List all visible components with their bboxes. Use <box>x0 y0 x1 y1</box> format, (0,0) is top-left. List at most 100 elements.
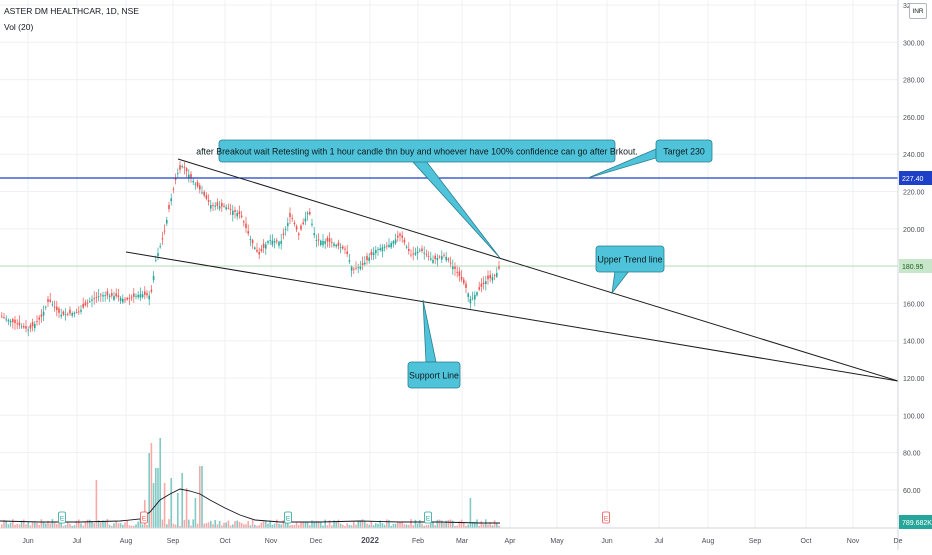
candle-body <box>359 266 362 269</box>
volume-bar <box>3 519 5 528</box>
volume-bar <box>304 522 307 528</box>
volume-bar <box>16 524 18 528</box>
volume-bar <box>430 521 432 528</box>
volume-bar <box>7 524 10 528</box>
volume-bar <box>23 519 25 528</box>
time-tick-label: Jul <box>655 538 664 545</box>
volume-bar <box>454 525 456 528</box>
volume-indicator-title[interactable]: Vol (20) <box>4 22 34 32</box>
candle-body <box>324 241 326 244</box>
candle-body <box>210 205 212 209</box>
candle-body <box>227 207 230 209</box>
volume-bar <box>188 519 190 528</box>
support-callout-tail[interactable] <box>422 299 437 363</box>
volume-bar <box>89 519 91 528</box>
volume-bar <box>181 473 183 528</box>
volume-bar <box>93 523 95 528</box>
volume-bar <box>100 522 102 528</box>
candle-body <box>62 311 65 315</box>
candle-body <box>293 222 296 224</box>
upper-trend-line[interactable] <box>177 158 899 382</box>
volume-bar <box>133 525 135 528</box>
breakout-callout-text[interactable]: after Breakout wait Retesting with 1 hou… <box>196 146 638 156</box>
volume-bar <box>399 522 401 528</box>
support-trend-line[interactable] <box>125 251 899 382</box>
volume-bar <box>212 524 214 528</box>
candle-body <box>414 252 417 255</box>
candle-body <box>482 282 485 284</box>
candle-body <box>298 233 300 235</box>
price-tick-label: 140.00 <box>903 339 925 346</box>
volume-bar <box>102 520 104 528</box>
candle-body <box>137 295 139 298</box>
candle-body <box>339 247 342 249</box>
candle-body <box>456 271 458 273</box>
candle-body <box>119 297 122 301</box>
volume-bar <box>482 524 485 528</box>
price-tick-label: 100.00 <box>903 413 925 420</box>
candle-body <box>397 235 399 238</box>
event-marker <box>284 511 292 524</box>
volume-bar <box>42 521 45 528</box>
candle-body <box>7 319 10 322</box>
candle-body <box>159 246 161 248</box>
volume-bar <box>397 522 399 528</box>
callouts[interactable]: after Breakout wait Retesting with 1 hou… <box>196 139 713 389</box>
candle-body <box>366 255 368 261</box>
volume-bar <box>265 521 267 528</box>
event-marker-label: E <box>286 516 291 523</box>
candle-body <box>97 296 100 297</box>
volume-bar <box>119 523 122 528</box>
volume-bar <box>67 522 69 528</box>
candle-body <box>421 248 423 251</box>
volume-bar <box>104 520 106 528</box>
volume-bar <box>122 524 124 528</box>
volume-bar <box>342 524 344 528</box>
volume-bar <box>185 488 188 528</box>
candle-body <box>229 208 232 210</box>
candle-body <box>485 281 487 285</box>
candle-body <box>174 177 177 180</box>
volume-bar <box>333 520 335 528</box>
volume-bar <box>346 523 348 528</box>
breakout-callout-tail[interactable] <box>411 160 501 259</box>
upper-trend-callout-tail[interactable] <box>611 270 630 295</box>
volume-bar <box>148 453 150 528</box>
candle-body <box>144 291 146 295</box>
candle-body <box>386 245 388 247</box>
volume-bar <box>315 520 318 528</box>
volume-bar <box>306 522 309 528</box>
breakout-callout-box[interactable] <box>218 139 616 163</box>
volume-bar <box>124 522 126 528</box>
support-callout-box[interactable] <box>407 361 461 389</box>
price-tick-label: 200.00 <box>903 227 925 234</box>
volume-bar <box>221 525 223 528</box>
upper-trend-callout-box[interactable] <box>595 245 665 273</box>
price-tick-label: 280.00 <box>903 78 925 85</box>
volume-bar <box>108 524 111 528</box>
candle-body <box>1 316 3 318</box>
candle-body <box>390 243 392 248</box>
time-tick-label: Feb <box>412 538 424 545</box>
support-callout-text[interactable]: Support Line <box>409 370 459 380</box>
target-callout-text[interactable]: Target 230 <box>663 146 705 156</box>
volume-bar <box>337 519 340 528</box>
volume-bar <box>159 438 161 528</box>
candle-body <box>122 298 124 303</box>
target-callout-box[interactable] <box>655 139 713 163</box>
drawn-lines[interactable] <box>0 158 899 382</box>
candle-body <box>443 254 445 256</box>
volume-bar <box>427 524 430 528</box>
candle-body <box>449 262 452 264</box>
volume-bar <box>467 524 469 528</box>
volume-bar <box>487 524 489 528</box>
candle-body <box>243 221 245 223</box>
candle-body <box>108 295 111 298</box>
currency-badge[interactable]: INR <box>909 3 927 19</box>
candle-body <box>146 293 148 296</box>
candle-body <box>38 317 40 320</box>
upper-trend-callout-text[interactable]: Upper Trend line <box>597 254 662 264</box>
symbol-title[interactable]: ASTER DM HEALTHCAR, 1D, NSE <box>4 6 139 16</box>
